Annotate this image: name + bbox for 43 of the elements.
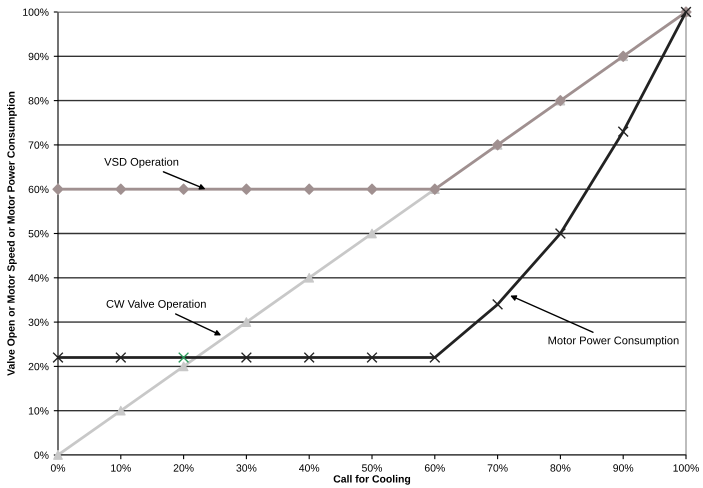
x-tick-label: 70%	[488, 464, 508, 472]
x-tick-label: 60%	[424, 464, 445, 472]
x-tick-label: 30%	[236, 464, 256, 472]
point	[367, 228, 377, 238]
x-tick-label: 20%	[174, 464, 194, 472]
y-tick-label: 30%	[28, 318, 49, 326]
x-tick-label: 0%	[50, 464, 66, 472]
point	[52, 352, 64, 364]
point	[304, 272, 314, 283]
point	[178, 362, 188, 372]
x-tick-label: 80%	[550, 464, 570, 472]
point	[240, 352, 252, 364]
x-axis-title: Call for Cooling	[334, 474, 410, 485]
y-tick-label: 40%	[28, 274, 49, 282]
y-tick-label: 50%	[28, 230, 49, 238]
x-tick-label: 90%	[613, 464, 634, 472]
y-tick-label: 100%	[23, 8, 49, 16]
point	[366, 352, 378, 364]
point	[53, 450, 63, 460]
x-tick-label: 10%	[111, 464, 131, 472]
point	[242, 317, 252, 327]
y-tick-label: 70%	[28, 141, 49, 149]
point	[554, 228, 566, 240]
point	[618, 126, 629, 138]
point	[116, 406, 126, 416]
annotation: VSD Operation	[104, 158, 178, 168]
x-tick-label: 50%	[362, 464, 382, 472]
y-tick-label: 10%	[28, 407, 49, 415]
y-tick-label: 80%	[28, 97, 49, 104]
point	[492, 298, 504, 310]
point	[178, 352, 190, 364]
y-axis-title: Valve Open or Motor Speed or Motor Power Consumption	[7, 92, 17, 376]
y-tick-label: 90%	[28, 52, 49, 60]
annotation: Motor Power Consumption	[548, 336, 678, 347]
y-tick-label: 20%	[28, 362, 49, 370]
x-tick-label: 100%	[673, 464, 699, 472]
y-tick-label: 0%	[34, 452, 49, 459]
y-tick-label: 60%	[28, 186, 49, 194]
annotation: CW Valve Operation	[106, 300, 206, 310]
x-tick-label: 40%	[299, 464, 320, 472]
point	[304, 352, 315, 364]
point	[429, 352, 440, 364]
point	[115, 352, 126, 364]
